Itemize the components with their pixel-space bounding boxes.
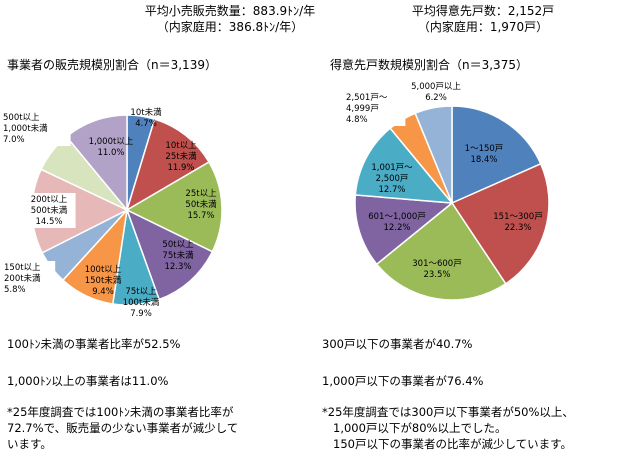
left-note-1: 100ﾄﾝ未満の事業者比率が52.5% [7,337,181,351]
left-pie-slice-2 [125,160,223,253]
right-pie-slice-4 [354,127,454,204]
left-slice-category-7-0: 200t以上 [31,195,68,205]
left-slice-category-8-0: 500t以上 [3,113,40,123]
left-slice-category-2-0: 25t以上 [185,189,217,199]
right-slice-value-2: 23.5% [423,270,450,280]
left-note-5: います。 [7,437,52,451]
left-slice-value-6: 5.8% [4,285,26,295]
left-slice-category-3-0: 50t以上 [162,240,194,250]
left-note-4: 72.7%で、販売量の少ない事業者が減少して [7,421,239,435]
left-chart-title: 事業者の販売規模別割合（n＝3,139） [7,58,217,72]
right-slice-category-3-0: 601～1,000戸 [368,212,426,222]
left-slice-category-0-0: 10t未満 [130,107,162,118]
right-header: 平均得意先戸数：2,152戸 （内家庭用：1,970戸） [393,3,573,35]
right-chart-title: 得意先戸数規模別割合（n＝3,375） [330,58,528,72]
right-note-4: 1,000戸以下が80%以上でした。 [333,421,507,435]
left-slice-category-7-1: 500t未満 [31,205,68,216]
left-header: 平均小売販売数量：883.9ﾄﾝ/年 （内家庭用：386.8ﾄﾝ/年） [130,3,330,35]
left-slice-value-2: 15.7% [187,211,214,221]
right-slice-value-6: 6.2% [425,93,447,103]
right-pie-slice-6 [414,105,453,204]
left-slice-category-9-0: 1,000t以上 [89,137,134,147]
right-slice-category-1-0: 151～300戸 [493,212,542,222]
left-slice-value-9: 11.0% [97,148,124,158]
left-slice-value-1: 11.9% [167,163,194,173]
left-slice-value-3: 12.3% [164,262,191,272]
right-slice-category-4-1: 2,500戸 [376,174,409,184]
right-note-5: 150戸以下の事業者の比率が減少しています。 [333,437,572,451]
left-slice-value-8: 7.0% [3,135,25,145]
left-slice-category-5-1: 150t未満 [85,275,122,286]
left-slice-category-1-0: 10t以上 [165,141,197,151]
right-slice-category-2-0: 301～600戸 [412,259,461,269]
right-note-3: *25年度調査では300戸以下事業者が50%以上、 [322,405,574,419]
left-pie-slice-1 [125,118,210,212]
left-slice-value-0: 4.7% [135,119,157,129]
right-note-2: 1,000戸以下の事業者が76.4% [322,374,484,388]
right-pie-slice-3 [354,194,454,266]
left-slice-category-4-0: 75t以上 [125,287,157,297]
right-pie-slice-1 [450,162,550,285]
left-note-3: *25年度調査では100ﾄﾝ未満の事業者比率が [7,405,234,419]
right-slice-category-4-0: 1,001戸～ [371,163,413,173]
right-pie-slice-0 [451,105,542,205]
left-slice-category-8-1: 1,000t未満 [3,123,48,134]
right-slice-value-5: 4.8% [346,115,368,125]
left-slice-category-3-1: 75t未満 [162,250,194,261]
right-slice-category-0-0: 1～150戸 [465,144,504,154]
left-slice-category-4-1: 100t未満 [123,297,160,308]
right-slice-value-1: 22.3% [504,223,531,233]
right-slice-value-4: 12.7% [378,185,405,195]
left-pie-slice-3 [125,208,214,301]
right-header-line2: （内家庭用：1,970戸） [417,20,549,34]
left-slice-category-6-1: 200t未満 [4,273,41,284]
right-slice-category-5-1: 4,999戸 [346,104,379,114]
right-note-1: 300戸以下の事業者が40.7% [322,337,473,351]
left-slice-category-1-1: 25t未満 [165,151,197,162]
right-header-line1: 平均得意先戸数：2,152戸 [411,4,555,18]
left-note-2: 1,000ﾄﾝ以上の事業者は11.0% [7,374,169,388]
right-slice-category-6-0: 5,000戸以上 [411,82,461,92]
left-header-line1: 平均小売販売数量：883.9ﾄﾝ/年 [144,4,316,18]
right-pie-slice-2 [375,201,507,301]
left-header-line2: （内家庭用：386.8ﾄﾝ/年） [156,20,304,34]
left-slice-value-7: 14.5% [35,217,62,227]
right-slice-value-0: 18.4% [470,155,497,165]
left-slice-category-5-0: 100t以上 [85,265,122,275]
left-slice-value-4: 7.9% [130,309,152,319]
right-slice-category-5-0: 2,501戸～ [346,93,388,103]
left-slice-value-5: 9.4% [92,287,114,297]
right-slice-value-3: 12.2% [383,223,410,233]
left-slice-category-2-1: 50t未満 [185,199,217,210]
left-slice-category-6-0: 150t以上 [4,263,41,273]
